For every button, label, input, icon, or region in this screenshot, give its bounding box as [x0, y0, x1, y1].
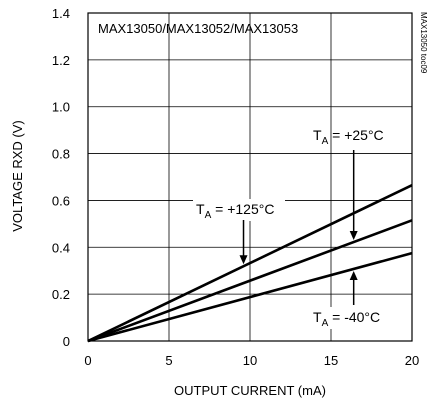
y-tick-label: 0.6: [52, 193, 70, 208]
plot-frame: [87, 12, 413, 342]
y-tick-label: 1.4: [52, 6, 70, 21]
series-line-0: [87, 184, 413, 343]
figure-id: MAX13050 toc09: [419, 12, 428, 74]
x-tick-label: 15: [324, 353, 338, 368]
x-tick-label: 5: [165, 353, 172, 368]
y-tick-label: 1.0: [52, 100, 70, 115]
y-tick-label: 0.8: [52, 147, 70, 162]
x-tick-labels: 0 5 10 15 20: [84, 353, 419, 368]
annotation-arrow-head: [239, 255, 248, 265]
series-label: TA = -40°C: [313, 309, 380, 329]
y-tick-labels: 0 0.2 0.4 0.6 0.8 1.0 1.2 1.4: [52, 6, 70, 349]
series-annotation-2: TA = -40°C: [310, 270, 402, 329]
series-annotation-0: TA = +125°C: [193, 199, 285, 265]
y-axis-label: VOLTAGE RXD (V): [10, 120, 25, 231]
y-tick-label: 1.2: [52, 53, 70, 68]
x-axis-label: OUTPUT CURRENT (mA): [174, 383, 326, 398]
y-tick-label: 0.4: [52, 240, 70, 255]
series-label: TA = +125°C: [196, 201, 274, 221]
series-annotation-1: TA = +25°C: [313, 127, 384, 241]
series-label: TA = +25°C: [313, 127, 384, 147]
series-line-1: [87, 219, 413, 343]
x-tick-label: 20: [405, 353, 419, 368]
annotation-bg: [193, 199, 285, 221]
x-tick-label: 10: [243, 353, 257, 368]
chart-title: MAX13050/MAX13052/MAX13053: [98, 21, 298, 36]
grid: [88, 13, 412, 341]
x-tick-label: 0: [84, 353, 91, 368]
annotation-arrow-head: [349, 231, 358, 241]
series-line-2: [87, 251, 413, 343]
y-tick-label: 0: [63, 334, 70, 349]
series-layer: [87, 184, 413, 343]
annotation-bg: [310, 307, 402, 329]
y-tick-label: 0.2: [52, 287, 70, 302]
annotations: TA = +125°C TA = +25°C TA = -40°C: [193, 127, 402, 329]
annotation-arrow-head: [349, 270, 358, 280]
